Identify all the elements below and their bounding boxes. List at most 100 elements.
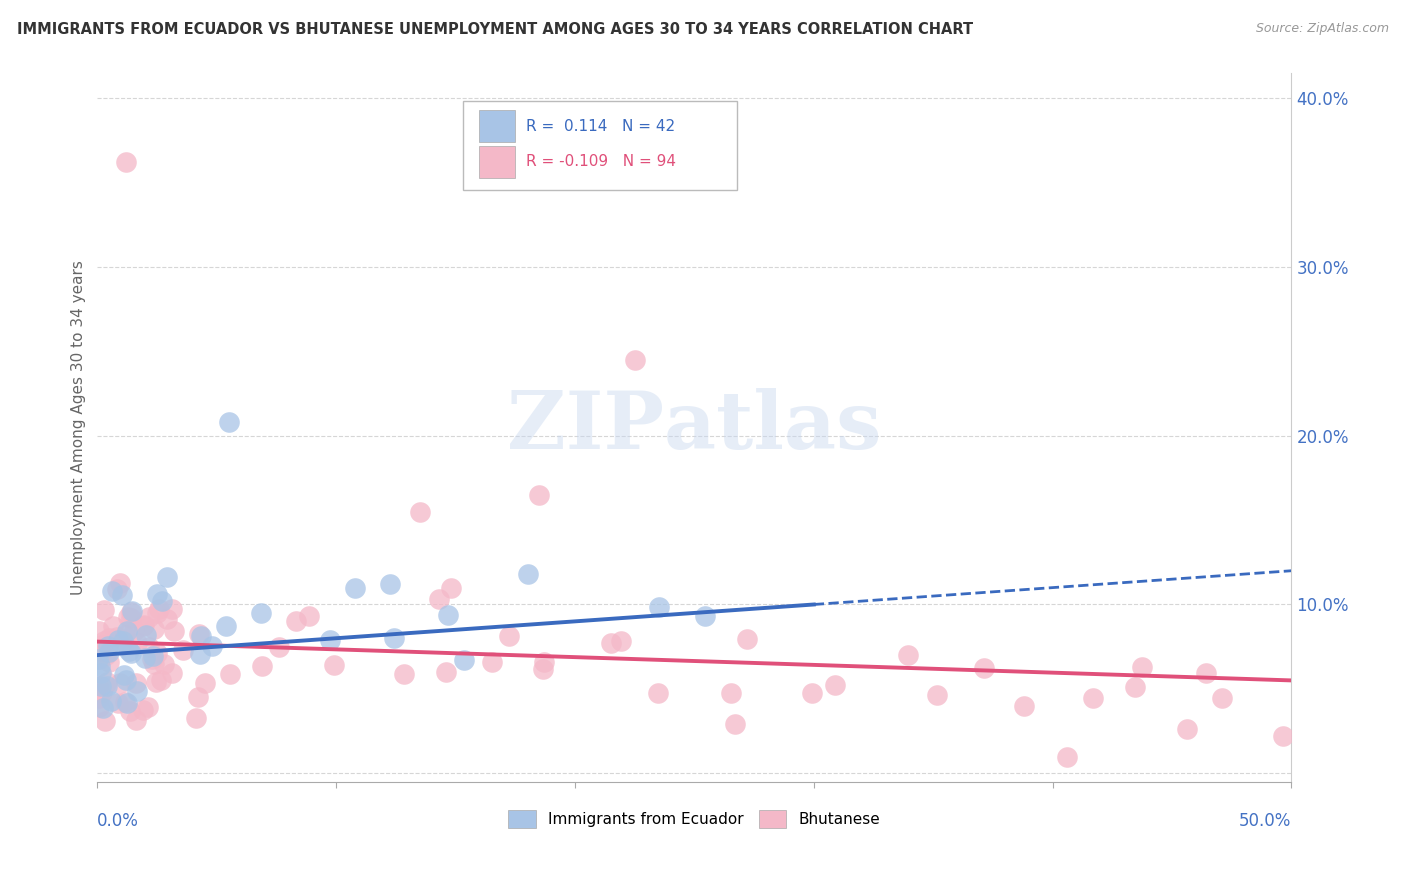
Point (101, 583, 124, 598)
Point (91, 684, 114, 698)
Point (162, 624, 184, 638)
Point (107, 696, 129, 710)
Point (610, 634, 633, 648)
Point (90, 679, 112, 693)
Point (120, 646, 142, 660)
Y-axis label: Unemployment Among Ages 30 to 34 years: Unemployment Among Ages 30 to 34 years (72, 260, 86, 595)
Point (392, 667, 415, 681)
Point (125, 683, 148, 698)
Point (623, 352, 645, 367)
Point (86, 679, 108, 693)
Point (925, 688, 948, 702)
Point (125, 636, 148, 650)
Point (96, 679, 118, 693)
Point (143, 657, 166, 672)
Point (93, 603, 115, 617)
Point (89, 652, 111, 666)
Point (382, 631, 405, 645)
Point (132, 619, 155, 633)
Point (97, 645, 120, 659)
Point (252, 659, 274, 673)
Point (153, 657, 176, 671)
Point (90, 665, 112, 680)
Point (138, 610, 160, 624)
Point (218, 667, 240, 681)
Point (138, 640, 160, 654)
Point (453, 653, 475, 667)
Text: 0.0%: 0.0% (97, 812, 139, 830)
FancyBboxPatch shape (463, 102, 737, 190)
Point (105, 630, 128, 644)
Point (427, 592, 450, 607)
Point (599, 636, 621, 650)
Point (131, 703, 153, 717)
Point (1211, 690, 1233, 705)
Point (160, 666, 183, 681)
Point (648, 600, 671, 615)
Point (141, 651, 163, 665)
Point (184, 711, 207, 725)
Point (737, 632, 759, 646)
Point (319, 633, 342, 648)
Point (145, 674, 167, 689)
Point (114, 668, 136, 682)
Point (162, 602, 184, 616)
Point (172, 643, 194, 657)
Point (215, 618, 238, 632)
Point (87, 652, 110, 666)
Point (801, 686, 824, 700)
Point (267, 640, 290, 654)
Point (434, 665, 457, 680)
Point (190, 647, 212, 661)
Point (187, 690, 209, 704)
Point (105, 582, 128, 596)
Point (87, 690, 110, 705)
Point (1132, 659, 1154, 673)
Point (114, 628, 136, 642)
Point (533, 655, 555, 669)
Point (897, 648, 920, 662)
Point (194, 676, 217, 690)
Point (437, 608, 460, 623)
Point (117, 610, 139, 624)
Point (115, 696, 138, 710)
Point (97, 639, 120, 653)
Point (93, 700, 115, 714)
Point (120, 605, 142, 619)
Text: R = -0.109   N = 94: R = -0.109 N = 94 (526, 154, 676, 169)
Point (824, 678, 846, 692)
Point (298, 608, 321, 623)
Point (125, 713, 148, 727)
Point (188, 626, 211, 640)
Point (108, 576, 131, 591)
Point (135, 628, 157, 642)
Point (115, 673, 138, 687)
Point (87, 624, 110, 638)
Point (1194, 666, 1216, 681)
Point (148, 602, 170, 616)
Point (142, 649, 165, 664)
Point (218, 415, 240, 429)
Point (322, 657, 344, 672)
Point (1056, 750, 1078, 764)
Point (96, 675, 118, 690)
Point (724, 717, 747, 731)
Point (93, 680, 115, 694)
Point (1175, 722, 1198, 736)
Point (115, 155, 138, 169)
Point (1271, 729, 1294, 743)
Point (146, 646, 169, 660)
Point (152, 594, 174, 608)
Point (720, 686, 742, 700)
Point (101, 619, 124, 633)
Legend: Immigrants from Ecuador, Bhutanese: Immigrants from Ecuador, Bhutanese (502, 805, 887, 834)
Point (112, 633, 135, 648)
Point (93, 633, 115, 648)
Point (111, 588, 134, 602)
Point (97, 631, 120, 645)
Point (695, 608, 717, 623)
Point (156, 570, 179, 584)
Point (132, 618, 155, 632)
Point (89, 658, 111, 673)
Point (134, 651, 156, 665)
